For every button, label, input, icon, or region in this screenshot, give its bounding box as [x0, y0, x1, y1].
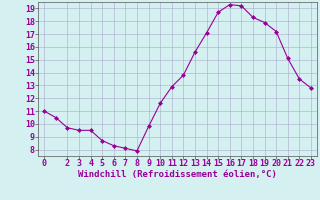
X-axis label: Windchill (Refroidissement éolien,°C): Windchill (Refroidissement éolien,°C): [78, 170, 277, 179]
